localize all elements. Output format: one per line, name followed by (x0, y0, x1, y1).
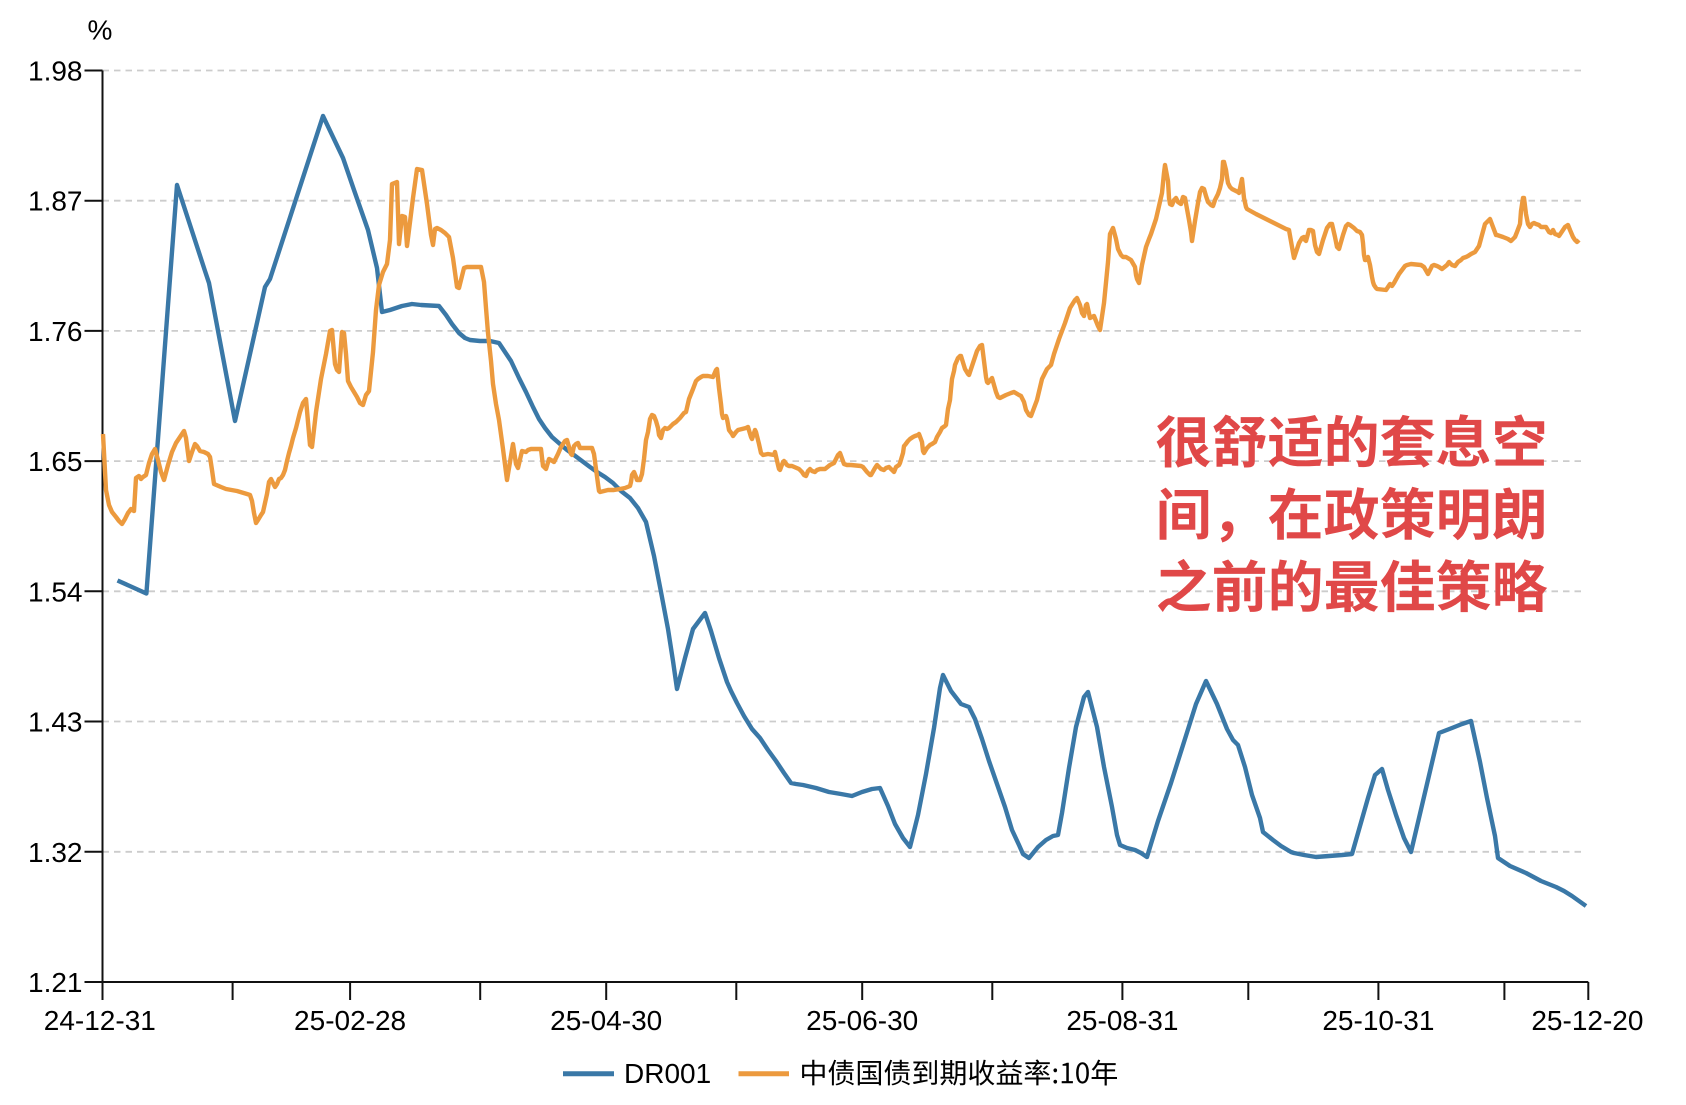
svg-text:1.98: 1.98 (28, 56, 83, 87)
svg-text:%: % (88, 15, 113, 46)
svg-text:1.32: 1.32 (28, 837, 83, 868)
svg-text:25-10-31: 25-10-31 (1322, 1005, 1434, 1036)
svg-text:1.54: 1.54 (28, 576, 83, 607)
svg-text:25-08-31: 25-08-31 (1066, 1005, 1178, 1036)
svg-text:1.21: 1.21 (28, 967, 83, 998)
svg-text:1.65: 1.65 (28, 446, 83, 477)
svg-text:25-04-30: 25-04-30 (550, 1005, 662, 1036)
svg-text:24-12-31: 24-12-31 (44, 1005, 156, 1036)
svg-text:25-06-30: 25-06-30 (806, 1005, 918, 1036)
svg-text:25-02-28: 25-02-28 (294, 1005, 406, 1036)
svg-text:1.87: 1.87 (28, 186, 83, 217)
svg-text:1.43: 1.43 (28, 707, 83, 738)
svg-text:25-12-20: 25-12-20 (1531, 1005, 1643, 1036)
svg-text:1.76: 1.76 (28, 316, 83, 347)
svg-text:DR001: DR001 (624, 1058, 711, 1089)
